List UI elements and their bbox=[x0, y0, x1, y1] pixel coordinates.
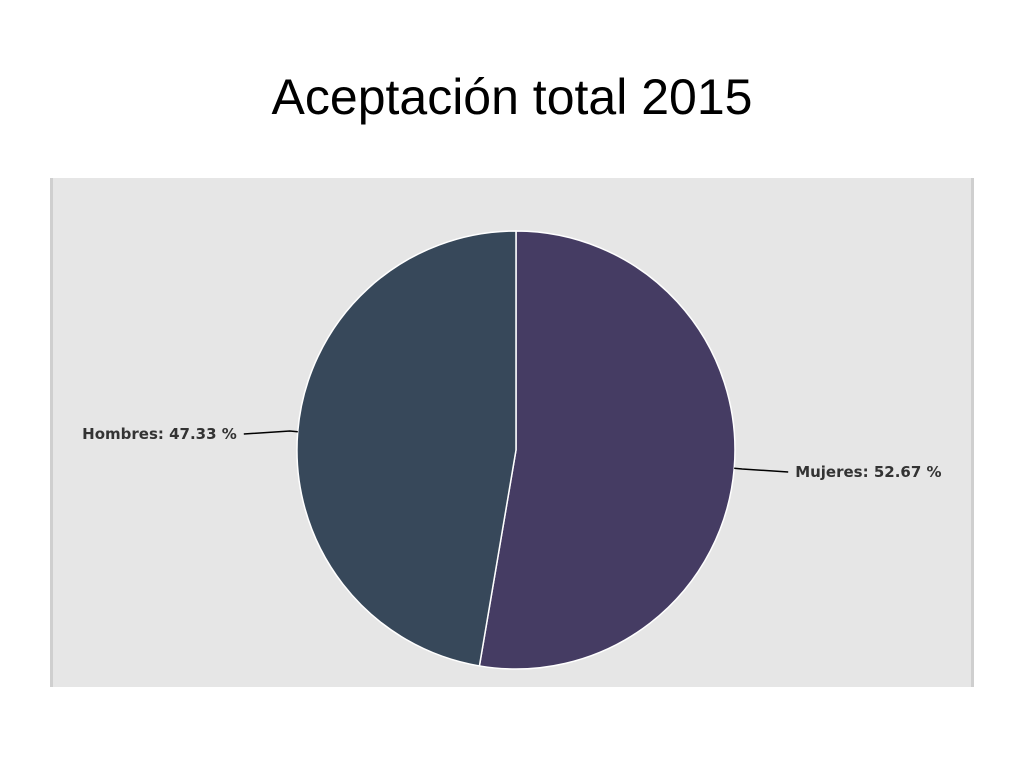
pie-chart: Mujeres: 52.67 % Hombres: 47.33 % bbox=[82, 230, 942, 670]
leader-line-hombres bbox=[243, 430, 298, 435]
leader-line-mujeres bbox=[734, 467, 789, 473]
slide-title: Aceptación total 2015 bbox=[271, 69, 753, 125]
chart-panel: Mujeres: 52.67 % Hombres: 47.33 % bbox=[50, 178, 974, 687]
pie-labels: Mujeres: 52.67 % Hombres: 47.33 % bbox=[82, 425, 941, 481]
pie-slices bbox=[296, 230, 736, 670]
slice-label-mujeres: Mujeres: 52.67 % bbox=[795, 463, 941, 481]
pie-slice-mujeres bbox=[478, 230, 736, 670]
pie-slice-hombres bbox=[296, 230, 517, 667]
slice-label-hombres: Hombres: 47.33 % bbox=[82, 425, 237, 443]
